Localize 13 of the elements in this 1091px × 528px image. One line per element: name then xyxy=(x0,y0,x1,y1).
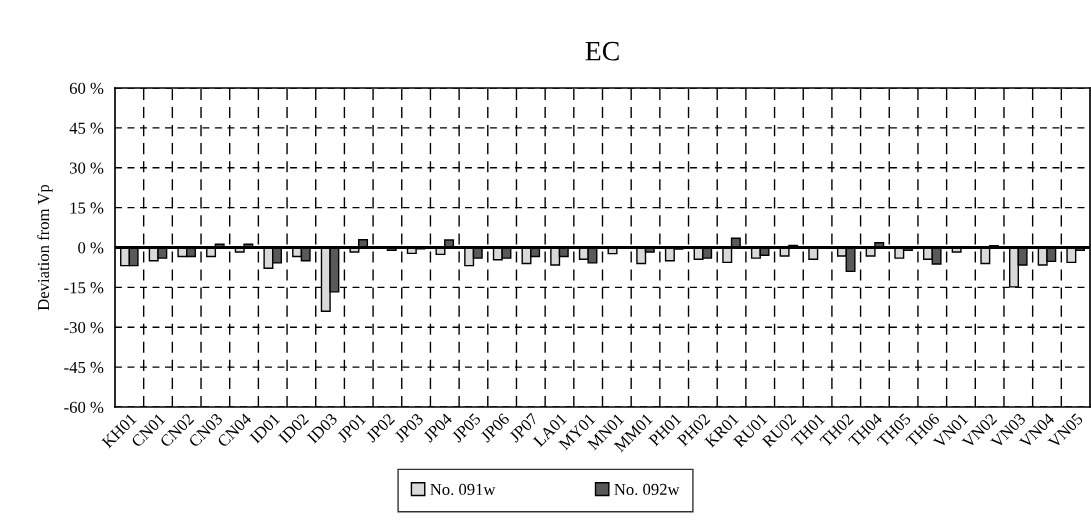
y-tick-label: -30 % xyxy=(64,321,104,334)
y-tick-label: 60 % xyxy=(69,82,104,94)
y-tick-label: -45 % xyxy=(64,361,104,374)
y-tick-label: 30 % xyxy=(69,162,104,174)
legend-label: No. 092w xyxy=(614,483,680,496)
y-tick-label: -60 % xyxy=(64,401,104,413)
chart-title: EC xyxy=(585,41,619,61)
y-tick-label: 0 % xyxy=(78,242,104,254)
legend-label: No. 091w xyxy=(430,483,496,496)
y-tick-label: -15 % xyxy=(64,282,104,294)
y-tick-label: 45 % xyxy=(69,122,104,134)
y-axis-title: Deviation from Vp xyxy=(37,184,53,311)
y-tick-label: 15 % xyxy=(70,202,104,214)
